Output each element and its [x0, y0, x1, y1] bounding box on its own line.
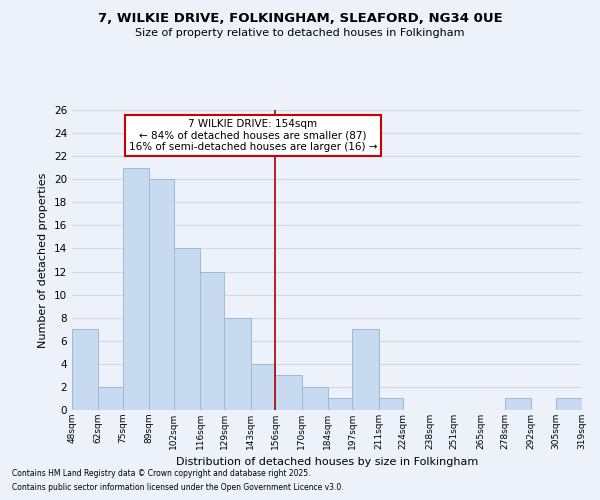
- Bar: [72, 329, 98, 410]
- Text: 7 WILKIE DRIVE: 154sqm
← 84% of detached houses are smaller (87)
16% of semi-det: 7 WILKIE DRIVE: 154sqm ← 84% of detached…: [129, 119, 377, 152]
- Bar: [123, 168, 149, 410]
- Bar: [328, 398, 352, 410]
- Bar: [302, 387, 328, 410]
- Bar: [224, 318, 251, 410]
- X-axis label: Distribution of detached houses by size in Folkingham: Distribution of detached houses by size …: [176, 458, 478, 468]
- Bar: [251, 364, 275, 410]
- Y-axis label: Number of detached properties: Number of detached properties: [38, 172, 49, 348]
- Bar: [275, 376, 302, 410]
- Bar: [505, 398, 531, 410]
- Bar: [149, 179, 173, 410]
- Bar: [200, 272, 224, 410]
- Text: Contains HM Land Registry data © Crown copyright and database right 2025.: Contains HM Land Registry data © Crown c…: [12, 468, 311, 477]
- Bar: [379, 398, 403, 410]
- Text: Size of property relative to detached houses in Folkingham: Size of property relative to detached ho…: [135, 28, 465, 38]
- Bar: [98, 387, 123, 410]
- Bar: [352, 329, 379, 410]
- Text: Contains public sector information licensed under the Open Government Licence v3: Contains public sector information licen…: [12, 484, 344, 492]
- Text: 7, WILKIE DRIVE, FOLKINGHAM, SLEAFORD, NG34 0UE: 7, WILKIE DRIVE, FOLKINGHAM, SLEAFORD, N…: [98, 12, 502, 26]
- Bar: [582, 398, 600, 410]
- Bar: [173, 248, 200, 410]
- Bar: [556, 398, 582, 410]
